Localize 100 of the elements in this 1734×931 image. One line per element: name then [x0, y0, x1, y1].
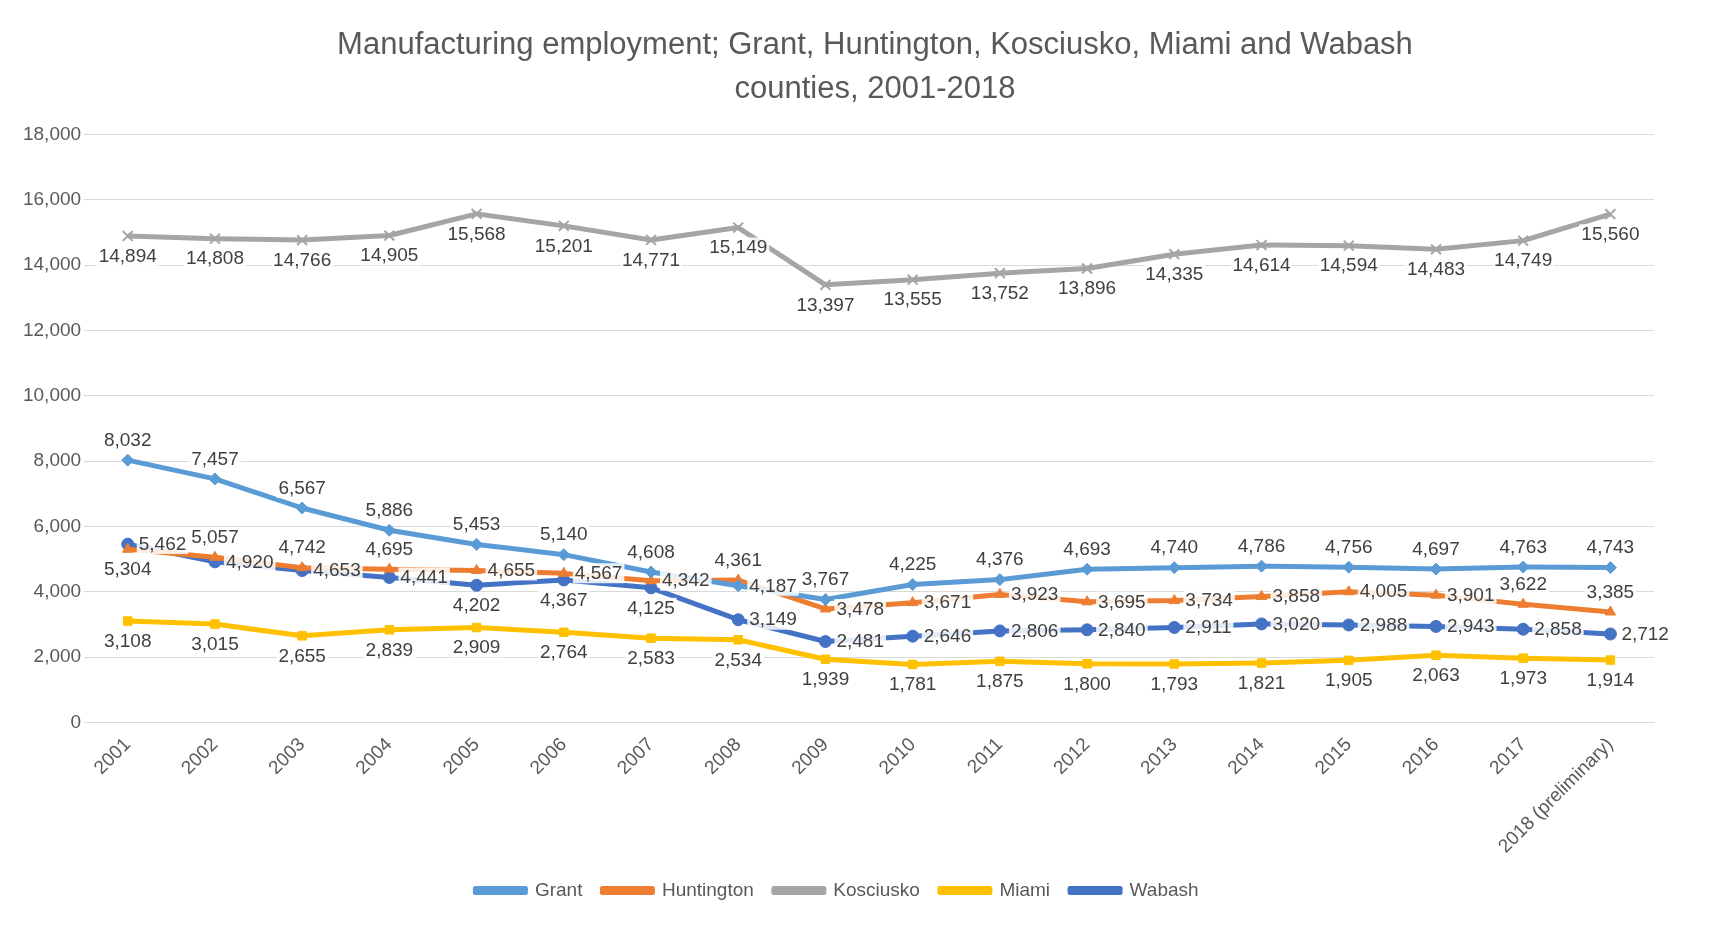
y-tick-label: 10,000 [22, 384, 82, 406]
data-label: 2,840 [1098, 618, 1146, 640]
data-label: 4,756 [1324, 535, 1373, 557]
data-label: 2,909 [452, 636, 501, 658]
data-label: 14,905 [360, 244, 419, 266]
point [470, 563, 483, 574]
data-label: 3,020 [1272, 612, 1321, 634]
point [646, 633, 656, 643]
point [1517, 597, 1529, 608]
data-label: 4,361 [714, 548, 763, 570]
data-label: 8,032 [103, 428, 152, 450]
data-label: 2,655 [278, 644, 326, 666]
data-label: 4,693 [1063, 537, 1111, 559]
data-label: 1,973 [1499, 666, 1547, 688]
data-label: 4,920 [225, 550, 274, 572]
data-label: 1,781 [888, 673, 937, 695]
data-label: 2,839 [365, 638, 414, 660]
point [993, 573, 1007, 587]
data-label: 3,767 [801, 568, 850, 590]
data-label: 3,149 [749, 608, 797, 630]
data-label: 4,342 [662, 569, 710, 591]
data-label: 15,149 [709, 236, 768, 258]
point [296, 234, 309, 247]
point [382, 570, 396, 584]
point [906, 578, 920, 592]
data-label: 3,734 [1185, 589, 1234, 611]
data-label: 4,367 [540, 588, 588, 610]
data-label: 3,622 [1499, 572, 1547, 594]
point [383, 229, 396, 242]
point [208, 232, 221, 245]
point [732, 221, 745, 234]
point [209, 550, 221, 561]
data-label: 5,886 [365, 499, 414, 520]
point [1081, 595, 1093, 606]
y-tick-label: 14,000 [22, 253, 82, 275]
point [731, 579, 745, 593]
point [1168, 594, 1181, 605]
point [1603, 627, 1617, 641]
data-label: 2,988 [1359, 613, 1408, 635]
point [645, 233, 657, 246]
point [559, 627, 569, 638]
point [470, 537, 484, 551]
point [1604, 605, 1617, 616]
data-label: 6,567 [278, 476, 326, 498]
point [1604, 208, 1617, 221]
point [1255, 239, 1268, 251]
point [1429, 562, 1443, 576]
point [644, 565, 658, 579]
data-label: 2,583 [627, 646, 675, 668]
point [906, 629, 920, 643]
data-label: 4,697 [1412, 537, 1460, 559]
legend-label: Wabash [1129, 878, 1199, 900]
data-label: 3,015 [191, 632, 239, 654]
point [1255, 617, 1269, 631]
y-tick-label: 4,000 [33, 580, 82, 602]
point [383, 562, 396, 573]
point [995, 656, 1005, 667]
point [122, 542, 134, 553]
data-label: 2,806 [1010, 619, 1059, 641]
point [1518, 653, 1528, 663]
point [121, 229, 134, 242]
point [993, 267, 1006, 280]
data-label: 14,335 [1145, 262, 1204, 284]
data-label: 1,875 [976, 670, 1024, 692]
legend-label: Miami [999, 878, 1051, 900]
data-label: 4,740 [1150, 536, 1199, 558]
data-label: 2,534 [714, 648, 763, 670]
data-label: 3,478 [836, 597, 884, 619]
point [819, 278, 832, 291]
point [906, 273, 919, 286]
data-label: 1,821 [1237, 671, 1286, 693]
data-label: 14,594 [1319, 254, 1379, 276]
y-tick-label: 16,000 [22, 187, 82, 209]
point [907, 659, 918, 670]
point [1255, 590, 1268, 601]
point [122, 616, 133, 626]
data-label: 4,376 [976, 548, 1024, 570]
point [208, 472, 222, 486]
data-label: 4,187 [749, 574, 797, 596]
y-tick-label: 12,000 [22, 318, 82, 340]
data-label: 14,766 [273, 248, 332, 270]
data-label: 4,742 [278, 536, 326, 558]
point [1080, 623, 1094, 637]
data-label: 2,764 [540, 641, 589, 663]
point [1256, 658, 1267, 668]
point [994, 587, 1006, 598]
data-label: 3,108 [103, 629, 152, 651]
data-label: 4,655 [487, 559, 536, 581]
y-tick-label: 8,000 [33, 449, 82, 471]
data-label: 1,914 [1586, 668, 1635, 690]
point [1342, 239, 1355, 252]
data-label: 15,201 [534, 234, 593, 256]
point [1080, 562, 1094, 576]
data-label: 1,939 [801, 667, 850, 689]
point [733, 635, 743, 645]
point [382, 523, 396, 537]
chart-title: Manufacturing employment; Grant, Huntington, Kosciusko, Miami and Wabash counties, 2001-2018 [336, 25, 1414, 107]
data-label: 4,653 [313, 559, 361, 581]
data-label: 15,568 [447, 222, 506, 244]
point [1430, 588, 1442, 599]
